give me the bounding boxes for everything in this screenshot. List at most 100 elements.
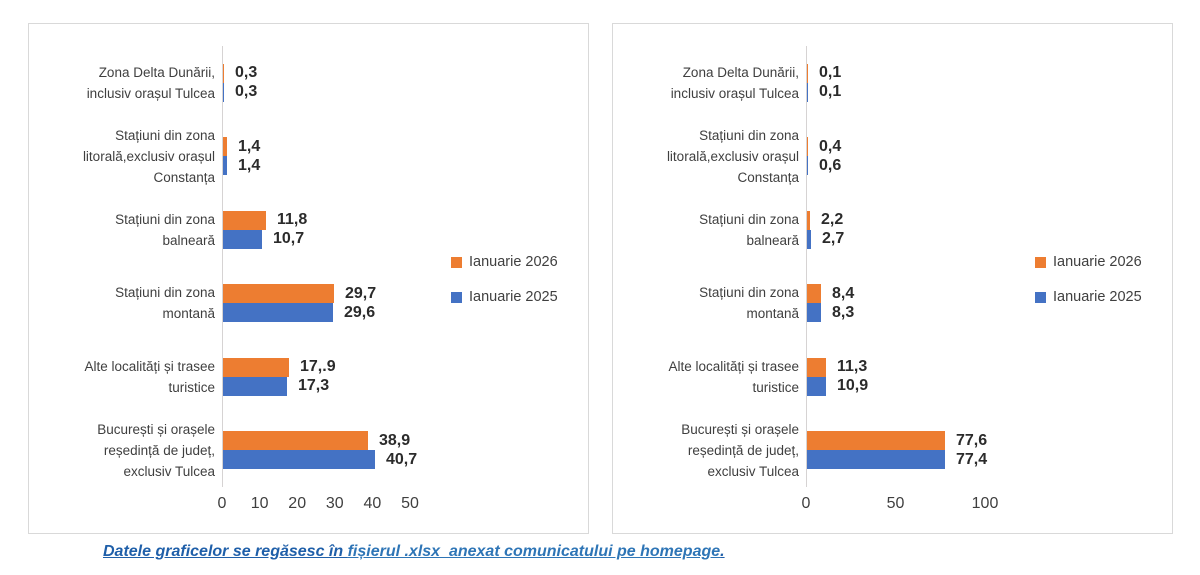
category-label-line: montană xyxy=(746,306,799,322)
bar-ianuarie-2026 xyxy=(806,357,826,377)
category-label-line: inclusiv orașul Tulcea xyxy=(670,85,799,101)
category-label: București și orașele reședință de județ, e… xyxy=(613,419,806,482)
category-row: Zona Delta Dunării, inclusiv orașul Tulce… xyxy=(613,46,1172,120)
bar-value-label: 38,9 xyxy=(379,431,411,449)
bar-line: 2,2 xyxy=(806,210,844,230)
bar-ianuarie-2026 xyxy=(222,284,334,304)
legend: Ianuarie 2026 Ianuarie 2025 xyxy=(1035,254,1142,324)
x-axis-tick-label: 100 xyxy=(971,495,999,512)
bar-value-label: 40,7 xyxy=(386,450,418,468)
plot-area: Zona Delta Dunării, inclusiv orașul Tulce… xyxy=(29,46,588,512)
category-label-line: exclusiv Tulcea xyxy=(707,463,799,479)
x-axis-tick-label: 10 xyxy=(250,495,269,512)
category-label-line: turistice xyxy=(168,379,215,395)
bar-line: 11,8 xyxy=(222,210,307,230)
bar-value-label: 10,7 xyxy=(273,230,305,248)
bar-line: 0,3 xyxy=(222,82,257,102)
category-label-line: Constanța xyxy=(153,169,215,185)
bar-chart-panel-left: Zona Delta Dunării, inclusiv orașul Tulce… xyxy=(28,23,589,534)
bar-value-label: 8,3 xyxy=(832,303,855,321)
category-label-line: Stațiuni din zona xyxy=(699,127,799,143)
bar-line: 8,3 xyxy=(806,303,855,323)
legend-swatch-icon xyxy=(451,257,462,268)
bar-value-label: 1,4 xyxy=(238,137,261,155)
category-label: Stațiuni din zona litorală,exclusiv orașu… xyxy=(29,125,222,188)
legend-swatch-icon xyxy=(1035,257,1046,268)
legend-label: Ianuarie 2026 xyxy=(469,254,558,270)
bar-group: 0,1 0,1 xyxy=(806,63,842,102)
category-label-line: litorală,exclusiv orașul xyxy=(82,148,215,164)
bar-value-label: 2,2 xyxy=(821,211,844,229)
category-row: Stațiuni din zona litorală,exclusiv orașu… xyxy=(29,120,588,194)
category-label: Stațiuni din zona litorală,exclusiv orașu… xyxy=(613,125,806,188)
bar-group: 8,4 8,3 xyxy=(806,284,855,323)
bar-ianuarie-2026 xyxy=(222,431,368,451)
bar-ianuarie-2026 xyxy=(222,357,289,377)
legend-label: Ianuarie 2026 xyxy=(1053,254,1142,270)
category-label-line: Stațiuni din zona xyxy=(699,211,799,227)
bar-line: 1,4 xyxy=(222,156,261,176)
x-axis-tick-label: 40 xyxy=(363,495,382,512)
legend-swatch-icon xyxy=(1035,292,1046,303)
legend-label: Ianuarie 2025 xyxy=(1053,289,1142,305)
bar-value-label: 0,4 xyxy=(819,137,842,155)
x-axis-tick-label: 30 xyxy=(325,495,344,512)
category-label-line: inclusiv orașul Tulcea xyxy=(86,85,215,101)
bar-value-label: 2,7 xyxy=(822,230,845,248)
bar-line: 17,.9 xyxy=(222,357,336,377)
category-label-line: Constanța xyxy=(737,169,799,185)
category-label-line: Stațiuni din zona xyxy=(115,211,215,227)
category-label-line: balneară xyxy=(162,232,215,248)
category-row: Alte localități și trasee turistice 11,3 10… xyxy=(613,340,1172,414)
footer-note-link[interactable]: fișierul .xlsx anexat comunicatului pe h… xyxy=(347,543,721,560)
category-row: Stațiuni din zona montană 8,4 8,3 xyxy=(613,267,1172,341)
legend-label: Ianuarie 2025 xyxy=(469,289,558,305)
bar-value-label: 0,1 xyxy=(819,64,842,82)
bar-line: 38,9 xyxy=(222,431,417,451)
bar-value-label: 11,3 xyxy=(837,358,868,376)
bar-ianuarie-2025 xyxy=(806,303,821,323)
bar-ianuarie-2026 xyxy=(222,137,227,157)
x-axis-tick-label: 0 xyxy=(801,495,811,512)
x-axis-tick-label: 20 xyxy=(288,495,307,512)
category-label-line: Zona Delta Dunării, xyxy=(98,64,215,80)
bar-ianuarie-2025 xyxy=(806,82,808,102)
bar-value-label: 29,7 xyxy=(345,284,377,302)
category-label: Alte localități și trasee turistice xyxy=(613,356,806,398)
bar-value-label: 1,4 xyxy=(238,156,261,174)
bar-ianuarie-2026 xyxy=(806,63,808,83)
bar-group: 17,.9 17,3 xyxy=(222,357,336,396)
bar-value-label: 17,.9 xyxy=(300,358,336,376)
bar-value-label: 29,6 xyxy=(344,303,376,321)
category-label-line: Alte localități și trasee xyxy=(84,358,215,374)
bar-ianuarie-2025 xyxy=(222,229,262,249)
bar-line: 29,6 xyxy=(222,303,376,323)
bar-value-label: 0,6 xyxy=(819,156,842,174)
x-axis: 0 50 100 xyxy=(613,495,1172,515)
bar-group: 11,3 10,9 xyxy=(806,357,869,396)
bar-group: 38,9 40,7 xyxy=(222,431,418,470)
x-axis-tick-label: 50 xyxy=(401,495,419,512)
category-label-line: Stațiuni din zona xyxy=(115,285,215,301)
x-axis-tick-label: 0 xyxy=(217,495,227,512)
bar-ianuarie-2025 xyxy=(806,156,808,176)
footer-note-text: Datele graficelor se regăsesc în xyxy=(103,543,348,560)
category-row: București și orașele reședință de județ, e… xyxy=(613,414,1172,488)
bar-value-label: 0,3 xyxy=(235,64,258,82)
bar-value-label: 0,1 xyxy=(819,83,842,101)
bar-line: 10,9 xyxy=(806,376,869,396)
bar-line: 2,7 xyxy=(806,229,845,249)
bar-value-label: 10,9 xyxy=(837,377,869,395)
bar-ianuarie-2026 xyxy=(806,284,821,304)
category-label-line: București și orașele xyxy=(97,421,215,437)
bar-line: 0,4 xyxy=(806,137,842,157)
category-label: București și orașele reședință de județ, e… xyxy=(29,419,222,482)
bar-group: 0,3 0,3 xyxy=(222,63,258,102)
bar-group: 2,2 2,7 xyxy=(806,210,845,249)
y-axis-line xyxy=(806,46,807,487)
bar-ianuarie-2025 xyxy=(806,450,945,470)
footer-note-period: . xyxy=(720,543,725,560)
bar-ianuarie-2026 xyxy=(806,137,808,157)
legend-entry: Ianuarie 2026 xyxy=(451,254,558,272)
bar-ianuarie-2025 xyxy=(222,82,224,102)
